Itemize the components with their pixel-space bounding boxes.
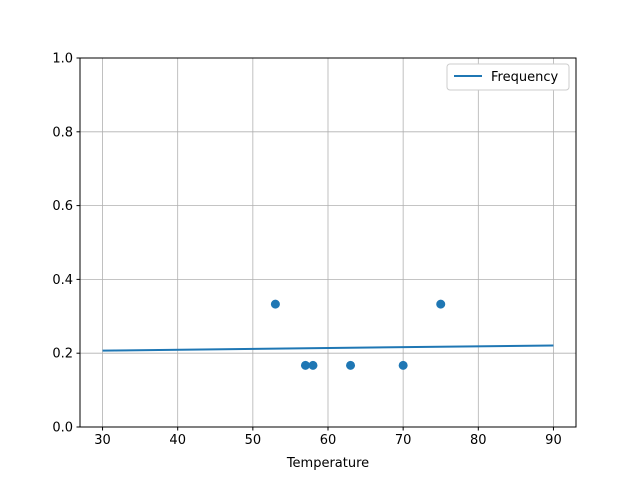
scatter-point [398, 360, 408, 370]
ticks: 30 40 50 60 70 80 90 0.0 0.2 0.4 0.6 0.8 1.0 [52, 52, 561, 449]
scatter-point [308, 360, 318, 370]
y-tick-label: 1.0 [52, 52, 73, 67]
x-tick-label: 30 [94, 433, 111, 448]
x-tick-label: 60 [320, 433, 337, 448]
y-tick-label: 0.2 [52, 347, 73, 362]
x-tick-label: 80 [470, 433, 487, 448]
legend-label: Frequency [491, 70, 558, 85]
y-tick-label: 0.6 [52, 199, 73, 214]
marks [102, 299, 554, 370]
x-axis-label: Temperature [286, 456, 369, 471]
grid [80, 57, 576, 428]
scatter-point [300, 360, 310, 370]
legend-box [446, 63, 570, 91]
scatter-point [270, 299, 280, 309]
x-tick-label: 50 [245, 433, 262, 448]
scatter-point [436, 299, 446, 309]
y-tick-label: 0.8 [52, 125, 73, 140]
x-tick-label: 40 [169, 433, 186, 448]
x-tick-label: 70 [395, 433, 412, 448]
x-tick-label: 90 [545, 433, 562, 448]
y-tick-label: 0.4 [52, 273, 73, 288]
legend: Frequency [446, 63, 570, 91]
y-tick-label: 0.0 [52, 421, 73, 436]
scatter-point [346, 360, 356, 370]
frequency-line [102, 344, 554, 352]
